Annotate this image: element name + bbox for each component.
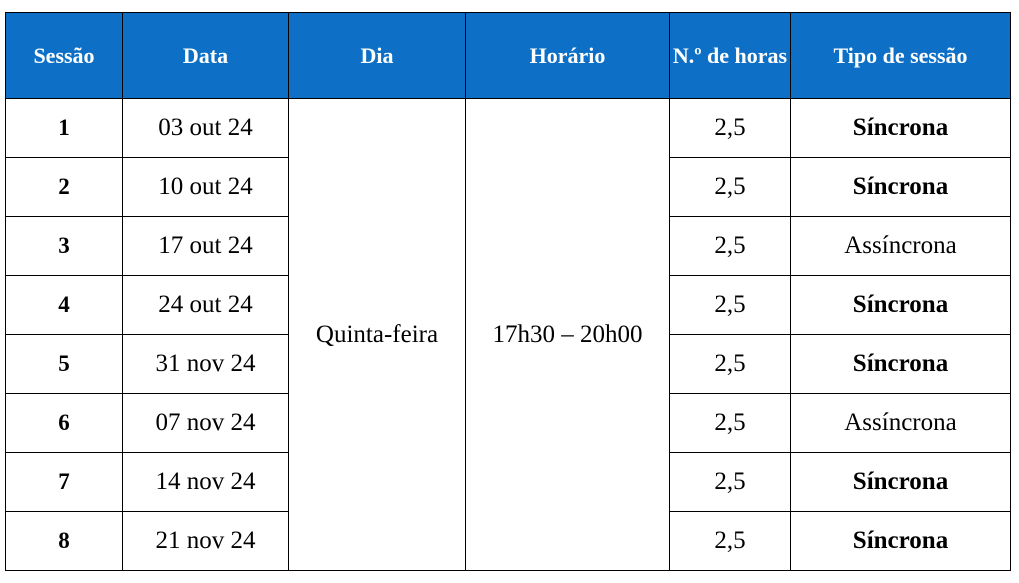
table-row: 1 03 out 24 Quinta-feira 17h30 – 20h00 2,5 Sí… [5,98,1011,571]
schedule-table: Sessão Data Dia Horário N.º de horas Tip… [5,12,1011,571]
hours-cell: 2,5 [669,452,791,512]
session-type-cell: Síncrona [790,98,1011,158]
header-dia: Dia [288,12,466,99]
hours-cell: 2,5 [669,393,791,453]
session-number-cell: 8 [5,511,123,571]
table-body: 1 03 out 24 Quinta-feira 17h30 – 20h00 2,5 Sí… [5,98,1011,571]
session-type-cell: Síncrona [790,511,1011,571]
hours-cell: 2,5 [669,98,791,158]
session-type-cell: Síncrona [790,334,1011,394]
table-header: Sessão Data Dia Horário N.º de horas Tip… [5,12,1011,99]
session-type-cell: Assíncrona [790,393,1011,453]
date-cell: 07 nov 24 [122,393,289,453]
date-cell: 03 out 24 [122,98,289,158]
session-number-cell: 4 [5,275,123,335]
session-number-cell: 7 [5,452,123,512]
hours-cell: 2,5 [669,157,791,217]
session-type-cell: Síncrona [790,275,1011,335]
session-type-cell: Síncrona [790,157,1011,217]
weekday-cell: Quinta-feira [288,98,466,571]
hours-cell: 2,5 [669,511,791,571]
date-cell: 14 nov 24 [122,452,289,512]
header-row: Sessão Data Dia Horário N.º de horas Tip… [5,12,1011,99]
table-row: 8 21 nov 24 2,5 Síncrona [5,511,1011,571]
date-cell: 10 out 24 [122,157,289,217]
table-row: 7 14 nov 24 2,5 Síncrona [5,452,1011,512]
session-number-cell: 5 [5,334,123,394]
header-horas: N.º de horas [669,12,791,99]
session-number-cell: 3 [5,216,123,276]
header-tipo: Tipo de sessão [790,12,1011,99]
table-row: 5 31 nov 24 2,5 Síncrona [5,334,1011,394]
header-data: Data [122,12,289,99]
date-cell: 17 out 24 [122,216,289,276]
session-type-cell: Assíncrona [790,216,1011,276]
table-row: 4 24 out 24 2,5 Síncrona [5,275,1011,335]
session-number-cell: 6 [5,393,123,453]
session-type-cell: Síncrona [790,452,1011,512]
session-number-cell: 1 [5,98,123,158]
header-horario: Horário [465,12,670,99]
date-cell: 31 nov 24 [122,334,289,394]
hours-cell: 2,5 [669,275,791,335]
hours-cell: 2,5 [669,216,791,276]
schedule-time-cell: 17h30 – 20h00 [465,98,670,571]
hours-cell: 2,5 [669,334,791,394]
date-cell: 24 out 24 [122,275,289,335]
date-cell: 21 nov 24 [122,511,289,571]
table-row: 2 10 out 24 2,5 Síncrona [5,157,1011,217]
session-number-cell: 2 [5,157,123,217]
header-sessao: Sessão [5,12,123,99]
